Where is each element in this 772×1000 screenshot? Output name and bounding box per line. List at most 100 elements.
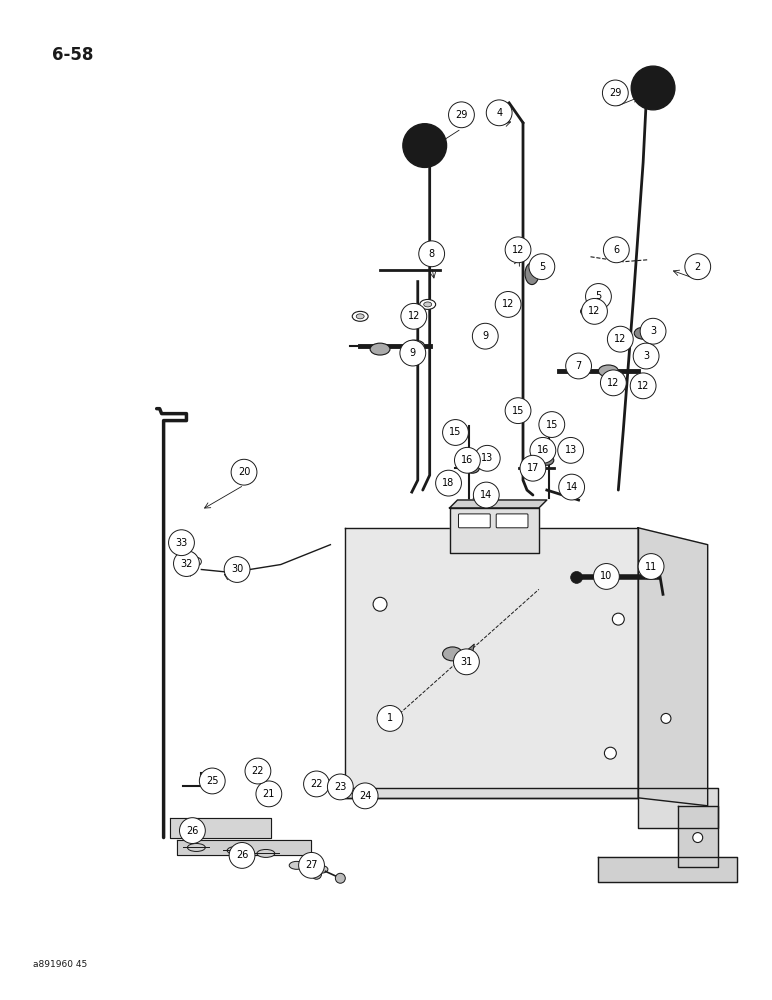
Circle shape <box>601 370 626 396</box>
Circle shape <box>377 706 403 731</box>
Ellipse shape <box>370 343 390 355</box>
Ellipse shape <box>420 245 435 255</box>
Polygon shape <box>459 644 474 669</box>
Circle shape <box>403 124 446 167</box>
Text: 3: 3 <box>643 351 649 361</box>
Circle shape <box>449 102 474 128</box>
Circle shape <box>630 373 656 399</box>
Text: 13: 13 <box>564 445 577 455</box>
Circle shape <box>453 649 479 675</box>
Text: 5: 5 <box>539 262 545 272</box>
Polygon shape <box>449 500 547 508</box>
Circle shape <box>299 852 324 878</box>
Circle shape <box>473 482 499 508</box>
Text: 18: 18 <box>442 478 455 488</box>
Text: 6: 6 <box>613 245 619 255</box>
Ellipse shape <box>356 314 364 319</box>
Ellipse shape <box>598 365 618 377</box>
Text: 12: 12 <box>588 306 601 316</box>
Text: 32: 32 <box>180 559 193 569</box>
Circle shape <box>168 530 195 556</box>
Polygon shape <box>345 788 718 828</box>
Ellipse shape <box>352 311 368 321</box>
Text: 15: 15 <box>512 406 524 416</box>
Circle shape <box>640 318 666 344</box>
Ellipse shape <box>424 247 432 252</box>
Circle shape <box>581 298 608 324</box>
Text: 21: 21 <box>262 789 275 799</box>
Ellipse shape <box>420 299 435 309</box>
Circle shape <box>520 455 546 481</box>
Circle shape <box>594 564 619 589</box>
Circle shape <box>312 869 321 879</box>
Circle shape <box>661 713 671 723</box>
Text: 29: 29 <box>455 110 468 120</box>
Text: 12: 12 <box>607 378 620 388</box>
Text: 22: 22 <box>310 779 323 789</box>
Ellipse shape <box>250 768 262 778</box>
Text: 25: 25 <box>206 776 218 786</box>
Text: 29: 29 <box>609 88 621 98</box>
Text: 24: 24 <box>359 791 371 801</box>
Circle shape <box>612 613 625 625</box>
Ellipse shape <box>611 334 626 344</box>
Ellipse shape <box>567 446 577 454</box>
Ellipse shape <box>590 291 604 312</box>
Circle shape <box>229 843 255 868</box>
Ellipse shape <box>234 849 248 859</box>
Text: 4: 4 <box>496 108 503 118</box>
Ellipse shape <box>635 381 651 391</box>
Circle shape <box>224 557 250 582</box>
Text: 12: 12 <box>614 334 627 344</box>
Ellipse shape <box>185 826 199 836</box>
Text: 8: 8 <box>428 249 435 259</box>
Text: 22: 22 <box>252 766 264 776</box>
Text: 13: 13 <box>481 453 493 463</box>
Ellipse shape <box>334 782 347 792</box>
Circle shape <box>303 771 330 797</box>
Ellipse shape <box>205 776 218 786</box>
Text: 30: 30 <box>231 564 243 574</box>
Ellipse shape <box>635 327 652 339</box>
Ellipse shape <box>540 455 554 465</box>
Text: 2: 2 <box>695 262 701 272</box>
Circle shape <box>256 781 282 807</box>
Text: 9: 9 <box>482 331 489 341</box>
Circle shape <box>194 558 201 566</box>
Ellipse shape <box>567 362 590 376</box>
Text: 1: 1 <box>387 713 393 723</box>
Text: 26: 26 <box>236 850 249 860</box>
Circle shape <box>608 326 633 352</box>
Text: 3: 3 <box>650 326 656 336</box>
Text: 31: 31 <box>460 657 472 667</box>
Ellipse shape <box>189 829 195 833</box>
Text: a891960 45: a891960 45 <box>32 960 86 969</box>
Ellipse shape <box>615 337 622 342</box>
Circle shape <box>602 80 628 106</box>
Text: 33: 33 <box>175 538 188 548</box>
Circle shape <box>585 284 611 309</box>
Ellipse shape <box>608 378 625 388</box>
Text: 9: 9 <box>410 348 416 358</box>
Circle shape <box>418 241 445 267</box>
Text: 10: 10 <box>601 571 612 581</box>
Circle shape <box>604 237 629 263</box>
Circle shape <box>474 445 500 471</box>
Circle shape <box>539 412 564 437</box>
Ellipse shape <box>442 647 462 661</box>
Circle shape <box>245 758 271 784</box>
Circle shape <box>566 353 591 379</box>
Circle shape <box>400 340 425 366</box>
Text: 23: 23 <box>334 782 347 792</box>
Circle shape <box>530 437 556 463</box>
Ellipse shape <box>290 861 304 869</box>
Polygon shape <box>678 806 718 867</box>
Ellipse shape <box>257 849 275 857</box>
Ellipse shape <box>337 785 344 789</box>
Circle shape <box>638 554 664 579</box>
Text: 20: 20 <box>238 467 250 477</box>
Circle shape <box>401 303 427 329</box>
Text: 6-58: 6-58 <box>52 46 93 64</box>
Circle shape <box>327 774 354 800</box>
Text: 14: 14 <box>566 482 577 492</box>
